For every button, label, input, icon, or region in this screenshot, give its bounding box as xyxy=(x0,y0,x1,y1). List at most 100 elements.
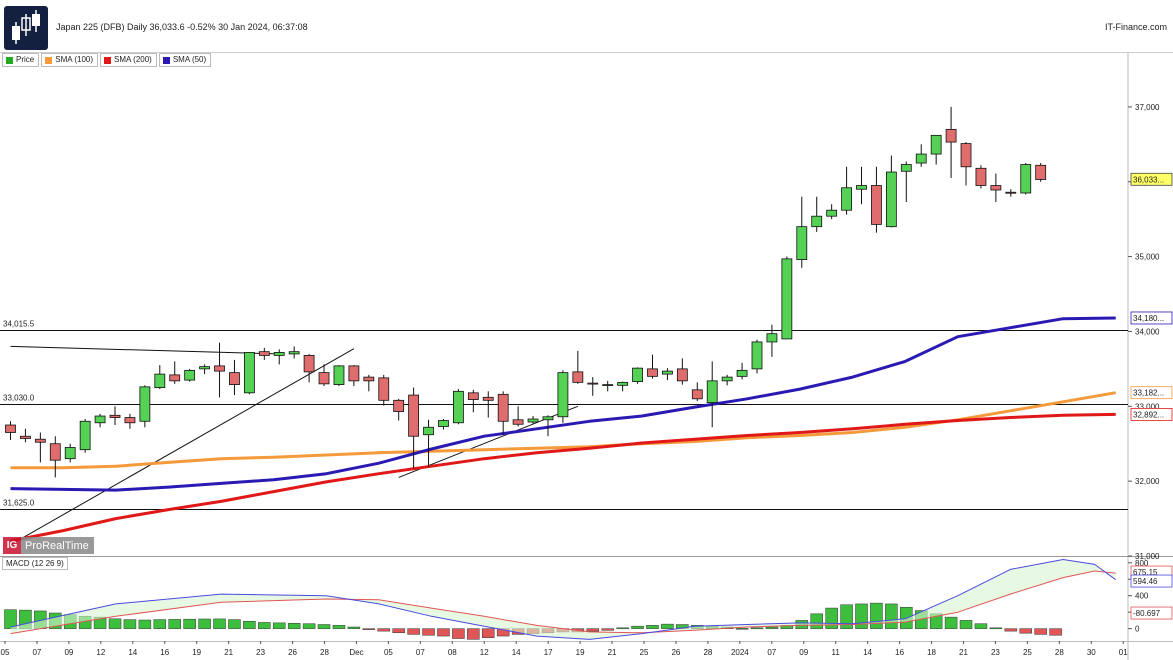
candle[interactable] xyxy=(482,396,494,401)
candle[interactable] xyxy=(930,134,942,155)
candle[interactable] xyxy=(900,164,912,172)
candle[interactable] xyxy=(915,153,927,164)
candle[interactable] xyxy=(438,420,449,427)
candle[interactable] xyxy=(811,215,823,228)
candle[interactable] xyxy=(1020,164,1032,194)
time-tick-label: 07 xyxy=(767,648,776,657)
candle[interactable] xyxy=(214,365,225,372)
brand-label: IT-Finance.com xyxy=(1104,22,1167,32)
candle[interactable] xyxy=(856,185,867,190)
trendline[interactable] xyxy=(10,348,355,546)
candle[interactable] xyxy=(154,373,166,388)
price-tick-label: 32,000 xyxy=(1135,477,1160,486)
candle[interactable] xyxy=(527,418,539,423)
candle[interactable] xyxy=(258,351,270,356)
candle[interactable] xyxy=(467,392,479,400)
candle[interactable] xyxy=(990,185,1002,191)
trendline[interactable] xyxy=(10,345,280,355)
candle[interactable] xyxy=(169,374,181,382)
candle[interactable] xyxy=(109,414,121,418)
macd-histogram-bar xyxy=(228,619,241,629)
candle[interactable] xyxy=(557,372,569,418)
candle[interactable] xyxy=(393,399,405,412)
candle[interactable] xyxy=(363,376,375,382)
candle[interactable] xyxy=(736,369,748,377)
candle[interactable] xyxy=(632,367,643,383)
macd-histogram-bar xyxy=(138,619,152,629)
legend-item[interactable]: SMA (200) xyxy=(100,53,157,67)
candle[interactable] xyxy=(333,365,345,385)
candle[interactable] xyxy=(452,390,464,424)
candle[interactable] xyxy=(826,209,838,217)
candle[interactable] xyxy=(273,352,285,356)
candle[interactable] xyxy=(602,384,614,386)
macd-tick-label: 0 xyxy=(1135,625,1140,634)
candle[interactable] xyxy=(960,143,972,168)
candle[interactable] xyxy=(1005,191,1017,194)
candle[interactable] xyxy=(512,419,524,425)
candle[interactable] xyxy=(975,167,987,186)
candle[interactable] xyxy=(348,365,360,382)
candle[interactable] xyxy=(572,371,584,383)
candle[interactable] xyxy=(49,443,61,461)
candle[interactable] xyxy=(751,341,763,370)
candle[interactable] xyxy=(647,368,658,377)
candle[interactable] xyxy=(64,447,76,460)
candle[interactable] xyxy=(662,370,673,375)
candle[interactable] xyxy=(229,372,240,385)
time-tick-label: 28 xyxy=(1055,648,1064,657)
candle[interactable] xyxy=(20,435,31,439)
candle[interactable] xyxy=(706,380,718,403)
candle[interactable] xyxy=(885,171,897,228)
candle[interactable] xyxy=(542,416,554,421)
legend-item[interactable]: SMA (50) xyxy=(158,53,212,67)
candle[interactable] xyxy=(34,438,46,443)
candle[interactable] xyxy=(945,128,957,143)
candle[interactable] xyxy=(721,376,733,382)
candle[interactable] xyxy=(288,351,300,355)
macd-histogram-bar xyxy=(735,627,749,630)
candle[interactable] xyxy=(94,415,106,424)
macd-histogram-bar xyxy=(153,619,167,629)
macd-histogram-bar xyxy=(183,618,196,629)
candle[interactable] xyxy=(676,368,688,382)
candle[interactable] xyxy=(617,381,629,386)
time-tick-label: 05 xyxy=(1,648,10,657)
candle[interactable] xyxy=(841,187,852,211)
macd-histogram-bar xyxy=(825,607,838,629)
candle[interactable] xyxy=(781,258,793,340)
candle[interactable] xyxy=(199,366,210,370)
macd-histogram-bar xyxy=(1049,628,1062,636)
legend-item[interactable]: Price xyxy=(2,53,40,67)
legend-item[interactable]: SMA (100) xyxy=(41,53,99,67)
candle[interactable] xyxy=(871,185,882,225)
candle[interactable] xyxy=(303,355,315,373)
candle[interactable] xyxy=(184,369,196,381)
candle[interactable] xyxy=(318,372,330,385)
candle[interactable] xyxy=(497,393,509,422)
time-tick-label: 21 xyxy=(224,648,233,657)
candle[interactable] xyxy=(766,333,778,343)
candle[interactable] xyxy=(423,426,434,436)
candle[interactable] xyxy=(587,382,599,385)
time-tick-label: 07 xyxy=(32,648,41,657)
candle[interactable] xyxy=(796,226,808,261)
macd-histogram-bar xyxy=(959,620,973,629)
macd-histogram-bar xyxy=(601,628,614,631)
macd-histogram-bar xyxy=(885,603,898,629)
candle[interactable] xyxy=(5,424,16,433)
candle[interactable] xyxy=(408,394,420,437)
price-tick-label: 34,000 xyxy=(1135,327,1160,336)
candle[interactable] xyxy=(691,389,703,400)
candle[interactable] xyxy=(378,377,390,401)
candle[interactable] xyxy=(79,420,91,451)
macd-histogram-bar xyxy=(1004,628,1018,632)
time-tick-label: 21 xyxy=(959,648,968,657)
sma200-line xyxy=(10,412,1116,543)
candle[interactable] xyxy=(243,352,255,394)
candle[interactable] xyxy=(139,386,151,422)
candle[interactable] xyxy=(124,417,136,424)
candle[interactable] xyxy=(1035,164,1047,180)
macd-last-value-label: -80.697 xyxy=(1133,609,1161,618)
